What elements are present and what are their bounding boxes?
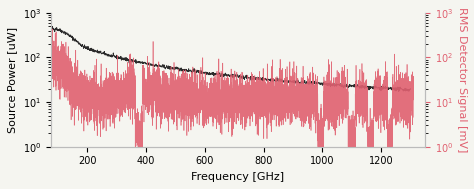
Y-axis label: Source Power [uW]: Source Power [uW] <box>7 27 17 133</box>
X-axis label: Frequency [GHz]: Frequency [GHz] <box>191 172 284 182</box>
Y-axis label: RMS Detector Signal [mV]: RMS Detector Signal [mV] <box>457 7 467 153</box>
